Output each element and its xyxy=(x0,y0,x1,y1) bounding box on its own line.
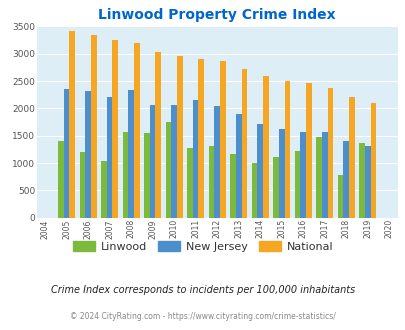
Bar xyxy=(327,88,333,218)
Bar xyxy=(79,152,85,218)
Text: Crime Index corresponds to incidents per 100,000 inhabitants: Crime Index corresponds to incidents per… xyxy=(51,285,354,295)
Bar xyxy=(112,40,118,218)
Bar xyxy=(300,132,305,218)
Legend: Linwood, New Jersey, National: Linwood, New Jersey, National xyxy=(68,237,337,256)
Bar xyxy=(257,124,262,218)
Bar xyxy=(165,122,171,218)
Bar xyxy=(171,105,177,218)
Bar xyxy=(149,105,155,218)
Text: © 2024 CityRating.com - https://www.cityrating.com/crime-statistics/: © 2024 CityRating.com - https://www.city… xyxy=(70,312,335,321)
Bar xyxy=(251,163,257,218)
Bar xyxy=(192,100,198,218)
Bar xyxy=(343,141,348,218)
Bar xyxy=(220,61,225,218)
Bar xyxy=(278,129,284,218)
Bar xyxy=(134,43,139,218)
Bar xyxy=(321,132,327,218)
Bar xyxy=(348,97,354,218)
Bar xyxy=(230,154,235,218)
Bar xyxy=(107,97,112,218)
Bar xyxy=(64,89,69,218)
Bar xyxy=(144,133,149,218)
Bar xyxy=(122,132,128,218)
Bar xyxy=(305,83,311,218)
Bar xyxy=(101,161,107,218)
Bar xyxy=(294,150,300,218)
Bar xyxy=(187,148,192,218)
Bar xyxy=(128,90,134,218)
Bar xyxy=(273,156,278,218)
Bar xyxy=(358,143,364,218)
Bar xyxy=(214,106,220,218)
Bar xyxy=(69,31,75,218)
Bar xyxy=(198,59,204,218)
Bar xyxy=(315,137,321,218)
Bar xyxy=(262,76,268,218)
Bar xyxy=(155,51,161,218)
Bar xyxy=(85,91,91,218)
Bar xyxy=(235,114,241,218)
Bar xyxy=(284,81,290,218)
Bar xyxy=(58,141,64,218)
Bar xyxy=(208,146,214,218)
Title: Linwood Property Crime Index: Linwood Property Crime Index xyxy=(98,9,335,22)
Bar xyxy=(337,175,343,218)
Bar xyxy=(370,103,375,218)
Bar xyxy=(91,35,96,218)
Bar xyxy=(241,69,247,218)
Bar xyxy=(177,56,182,218)
Bar xyxy=(364,146,370,218)
